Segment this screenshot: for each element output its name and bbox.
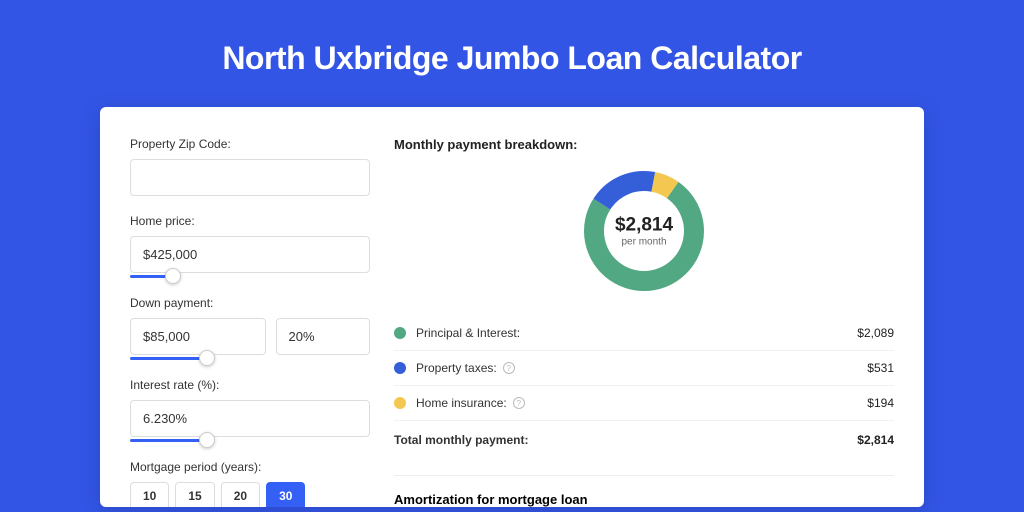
- insurance-label: Home insurance: ?: [416, 396, 867, 410]
- slider-thumb-icon[interactable]: [199, 432, 215, 448]
- down-payment-slider[interactable]: [130, 357, 207, 360]
- mortgage-period-label: Mortgage period (years):: [130, 460, 370, 474]
- home-price-label: Home price:: [130, 214, 370, 228]
- taxes-label: Property taxes: ?: [416, 361, 867, 375]
- mortgage-period-group: 10 15 20 30: [130, 482, 370, 507]
- slider-thumb-icon[interactable]: [165, 268, 181, 284]
- field-zip: Property Zip Code:: [130, 137, 370, 196]
- donut-amount: $2,814: [615, 215, 673, 237]
- info-icon[interactable]: ?: [513, 397, 525, 409]
- principal-label: Principal & Interest:: [416, 326, 857, 340]
- down-payment-label: Down payment:: [130, 296, 370, 310]
- field-home-price: Home price:: [130, 214, 370, 278]
- principal-value: $2,089: [857, 326, 894, 340]
- interest-rate-input[interactable]: [130, 400, 370, 437]
- insurance-label-text: Home insurance:: [416, 396, 507, 410]
- field-down-payment: Down payment:: [130, 296, 370, 360]
- dot-icon: [394, 362, 406, 374]
- breakdown-row-principal: Principal & Interest: $2,089: [394, 316, 894, 351]
- donut-center: $2,814 per month: [615, 215, 673, 248]
- insurance-value: $194: [867, 396, 894, 410]
- down-payment-pct-input[interactable]: [276, 318, 370, 355]
- zip-input[interactable]: [130, 159, 370, 196]
- taxes-label-text: Property taxes:: [416, 361, 497, 375]
- breakdown-row-taxes: Property taxes: ? $531: [394, 351, 894, 386]
- down-payment-input[interactable]: [130, 318, 266, 355]
- page-title: North Uxbridge Jumbo Loan Calculator: [100, 40, 924, 77]
- period-btn-20[interactable]: 20: [221, 482, 260, 507]
- interest-rate-slider[interactable]: [130, 439, 207, 442]
- amortization-section: Amortization for mortgage loan Amortizat…: [394, 475, 894, 507]
- dot-icon: [394, 397, 406, 409]
- donut-chart: $2,814 per month: [579, 166, 709, 296]
- breakdown-row-insurance: Home insurance: ? $194: [394, 386, 894, 421]
- info-icon[interactable]: ?: [503, 362, 515, 374]
- taxes-value: $531: [867, 361, 894, 375]
- zip-label: Property Zip Code:: [130, 137, 370, 151]
- total-label: Total monthly payment:: [394, 433, 857, 447]
- amortization-title: Amortization for mortgage loan: [394, 492, 894, 507]
- dot-icon: [394, 327, 406, 339]
- slider-thumb-icon[interactable]: [199, 350, 215, 366]
- total-value: $2,814: [857, 433, 894, 447]
- period-btn-10[interactable]: 10: [130, 482, 169, 507]
- home-price-slider[interactable]: [130, 275, 173, 278]
- period-btn-30[interactable]: 30: [266, 482, 305, 507]
- donut-chart-wrap: $2,814 per month: [394, 166, 894, 296]
- field-mortgage-period: Mortgage period (years): 10 15 20 30: [130, 460, 370, 507]
- donut-sub: per month: [615, 237, 673, 248]
- breakdown-panel: Monthly payment breakdown: $2,814 per mo…: [394, 137, 894, 507]
- form-panel: Property Zip Code: Home price: Down paym…: [130, 137, 370, 507]
- field-interest-rate: Interest rate (%):: [130, 378, 370, 442]
- breakdown-row-total: Total monthly payment: $2,814: [394, 421, 894, 459]
- interest-rate-label: Interest rate (%):: [130, 378, 370, 392]
- page-container: North Uxbridge Jumbo Loan Calculator Pro…: [0, 0, 1024, 507]
- home-price-input[interactable]: [130, 236, 370, 273]
- calculator-card: Property Zip Code: Home price: Down paym…: [100, 107, 924, 507]
- period-btn-15[interactable]: 15: [175, 482, 214, 507]
- breakdown-title: Monthly payment breakdown:: [394, 137, 894, 152]
